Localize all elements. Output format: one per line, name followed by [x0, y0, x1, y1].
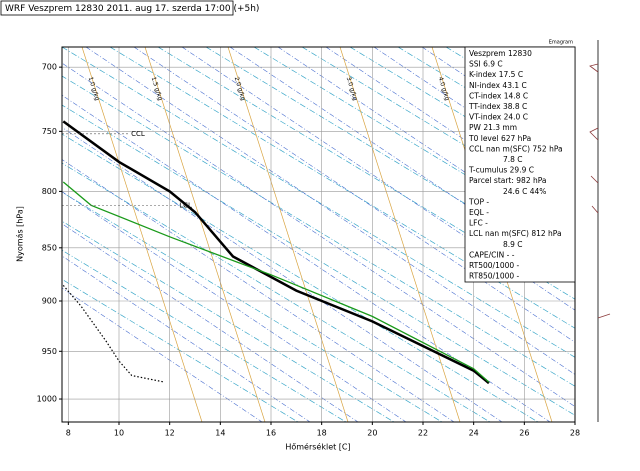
y-tick-label: 950: [42, 347, 57, 356]
dry-adiabat: [590, 47, 640, 422]
y-tick-label: 750: [42, 127, 57, 136]
info-line: T0 level 627 hPa: [468, 134, 531, 143]
y-tick-label: 800: [42, 187, 57, 196]
profile-line: [62, 285, 165, 383]
mixing-ratio-label: 1.0 g/kg: [87, 76, 101, 102]
moist-adiabat: [62, 159, 455, 422]
x-tick-label: 28: [570, 429, 580, 438]
dry-adiabat: [62, 191, 443, 422]
moist-adiabat: [133, 47, 575, 343]
x-tick-label: 24: [469, 429, 479, 438]
y-tick-label: 900: [42, 296, 57, 305]
moist-adiabat: [62, 126, 503, 422]
x-tick-label: 16: [266, 429, 276, 438]
moist-adiabat: [62, 287, 263, 422]
chart-title: WRF Veszprem 12830 2011. aug 17. szerda …: [5, 4, 259, 14]
x-tick-label: 20: [367, 429, 377, 438]
y-tick-label: 1000: [37, 395, 57, 404]
info-line: TOP -: [468, 197, 489, 206]
info-line: RT850/1000 -: [469, 272, 520, 281]
x-tick-label: 12: [165, 429, 175, 438]
mixing-ratio-label: 2.0 g/kg: [233, 76, 247, 102]
moist-adiabat: [62, 62, 575, 407]
info-line: 7.8 C: [503, 155, 523, 164]
x-tick-label: 22: [418, 429, 428, 438]
info-line: CCL nan m(SFC) 752 hPa: [469, 144, 563, 153]
mixing-ratio-line: [144, 47, 266, 422]
y-axis-label: Nyomás [hPa]: [16, 206, 25, 262]
info-line: CT-index 14.8 C: [469, 91, 528, 100]
mixing-ratio-label: 1.5 g/kg: [150, 76, 164, 102]
annotation: LCL: [179, 201, 192, 209]
profile-line: [62, 181, 490, 383]
info-line: T-cumulus 29.9 C: [468, 166, 534, 175]
info-line: 8.9 C: [503, 240, 523, 249]
background-lines: 1.0 g/kg 1.5 g/kg 2.0 g/kg 3.0 g/kg 4.0 g/kg: [62, 47, 640, 422]
x-tick-label: 18: [317, 429, 327, 438]
mixing-ratio-line: [339, 47, 461, 422]
info-line: PW 21.3 mm: [469, 123, 517, 132]
x-tick-label: 8: [66, 429, 71, 438]
info-line: VT-index 24.0 C: [469, 113, 528, 122]
dry-adiabat: [253, 47, 575, 242]
info-box: [464, 46, 576, 283]
annotation: CCL: [131, 130, 145, 138]
x-tick-label: 10: [114, 429, 124, 438]
moist-adiabat: [325, 47, 575, 215]
moist-adiabat: [277, 47, 575, 247]
moist-adiabat: [62, 191, 407, 422]
info-line: NI-index 43.1 C: [469, 81, 527, 90]
info-line: Parcel start: 982 hPa: [469, 176, 547, 185]
moist-adiabat: [229, 47, 575, 279]
moist-adiabat: [565, 47, 575, 54]
mixing-ratio-label: 4.0 g/kg: [437, 76, 451, 102]
dry-adiabat: [62, 133, 539, 422]
wind-profile: [589, 40, 611, 422]
info-line: 24.6 C 44%: [503, 187, 546, 196]
moist-adiabat: [181, 47, 575, 311]
mixing-ratio-line: [81, 47, 203, 422]
plot: [62, 120, 490, 385]
info-line: CAPE/CIN - -: [469, 250, 515, 259]
x-tick-label: 14: [215, 429, 225, 438]
dry-adiabat: [62, 220, 395, 422]
dry-adiabat: [62, 249, 347, 422]
moist-adiabat: [62, 223, 359, 422]
info-line: TT-index 38.8 C: [468, 102, 527, 111]
diagram-label: Emagram: [549, 40, 573, 46]
info-line: LCL nan m(SFC) 812 hPa: [469, 229, 562, 238]
mixing-ratio-line: [227, 47, 349, 422]
moist-adiabat: [85, 47, 575, 375]
info-line: Veszprem 12830: [469, 49, 532, 58]
title-box: [0, 0, 234, 16]
y-tick-label: 700: [42, 63, 57, 72]
info-line: EQL -: [469, 208, 489, 217]
moist-adiabat: [614, 47, 640, 422]
info-line: LFC -: [469, 219, 488, 228]
x-axis-label: Hőmérséklet [C]: [285, 442, 350, 452]
info-line: K-index 17.5 C: [469, 70, 523, 79]
info-line: RT500/1000 -: [469, 261, 520, 270]
y-tick-label: 850: [42, 243, 57, 252]
info-line: SSI 6.9 C: [469, 60, 503, 69]
x-tick-label: 26: [519, 429, 529, 438]
moist-adiabat: [62, 255, 311, 422]
profile-line: [62, 120, 490, 385]
